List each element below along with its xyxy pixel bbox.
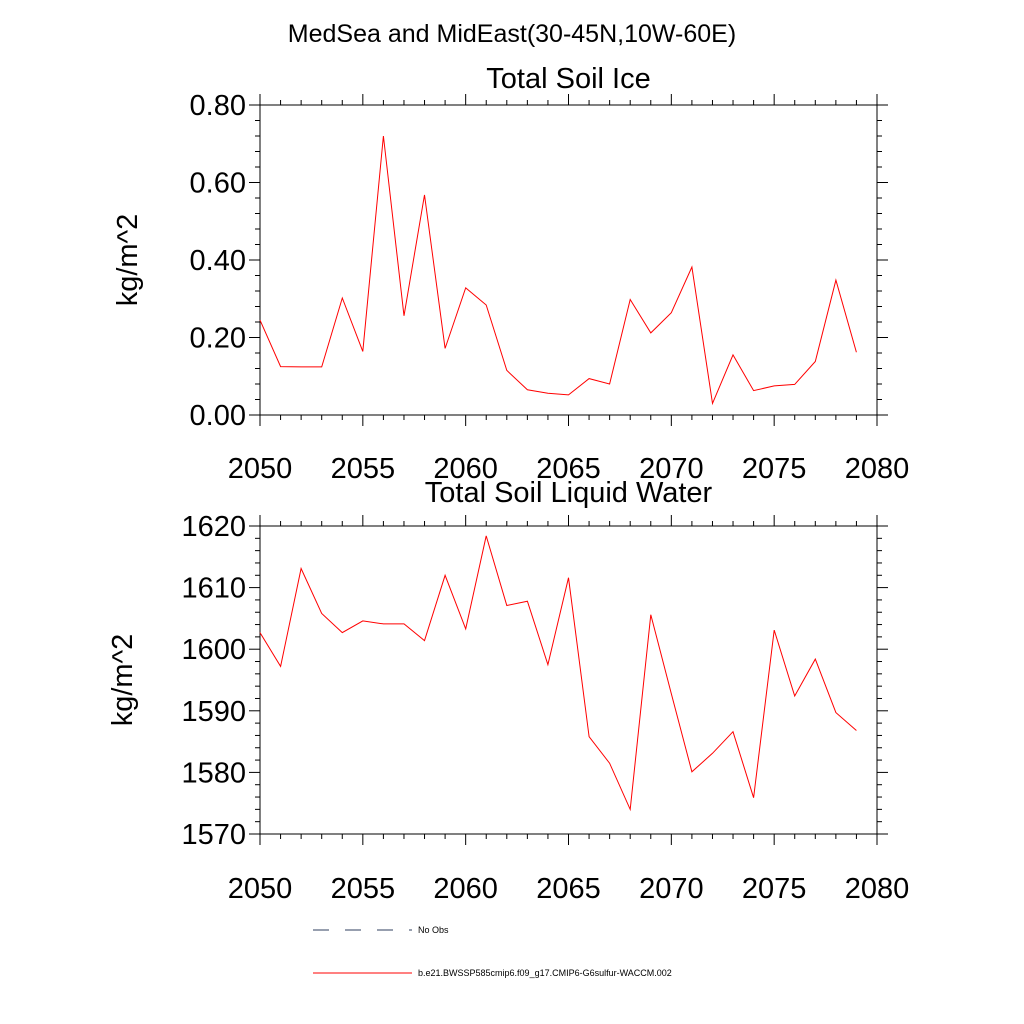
x-tick-label: 2065 xyxy=(536,873,601,905)
legend-label-no-obs: No Obs xyxy=(418,925,449,935)
x-tick-label: 2080 xyxy=(845,453,910,485)
x-tick-label: 2075 xyxy=(742,453,807,485)
y-tick-label: 1590 xyxy=(181,696,246,728)
legend-entry-model-run: b.e21.BWSSP585cmip6.f09_g17.CMIP6-G6sulf… xyxy=(313,968,672,978)
y-axis-label: kg/m^2 xyxy=(112,214,144,307)
y-tick-label: 0.60 xyxy=(190,168,246,200)
panel-total-soil-liquid-water: Total Soil Liquid Water kg/m^2 2050 2055 206… xyxy=(107,477,909,905)
legend-entry-no-obs: No Obs xyxy=(313,925,449,935)
y-tick-label: 1610 xyxy=(181,573,246,605)
y-tick-label: 0.20 xyxy=(190,323,246,355)
panel-total-soil-ice: Total Soil Ice kg/m^2 2050 2055 2060 2065 2070… xyxy=(112,63,909,485)
y-tick-label: 0.80 xyxy=(190,90,246,122)
x-tick-label: 2075 xyxy=(742,873,807,905)
plot-frame xyxy=(259,525,878,835)
x-tick-label: 2080 xyxy=(845,873,910,905)
y-tick-label: 1580 xyxy=(181,757,246,789)
x-tick-label: 2050 xyxy=(228,453,293,485)
y-tick-label: 0.40 xyxy=(190,245,246,277)
legend: No Obs b.e21.BWSSP585cmip6.f09_g17.CMIP6… xyxy=(313,925,672,978)
y-tick-label: 0.00 xyxy=(190,400,246,432)
legend-label-model-run: b.e21.BWSSP585cmip6.f09_g17.CMIP6-G6sulf… xyxy=(418,968,672,978)
y-tick-label: 1570 xyxy=(181,819,246,851)
chart-title: Total Soil Liquid Water xyxy=(425,477,713,509)
y-axis-label: kg/m^2 xyxy=(107,634,139,727)
x-tick-label: 2070 xyxy=(639,453,704,485)
region-title: MedSea and MidEast(30-45N,10W-60E) xyxy=(288,20,736,48)
plot-frame xyxy=(259,104,878,416)
x-tick-label: 2065 xyxy=(536,453,601,485)
x-tick-label: 2060 xyxy=(433,453,498,485)
x-tick-label: 2070 xyxy=(639,873,704,905)
x-tick-label: 2055 xyxy=(331,453,396,485)
series-line xyxy=(259,135,857,406)
chart-title: Total Soil Ice xyxy=(486,63,650,95)
series-line xyxy=(259,535,857,812)
y-tick-label: 1620 xyxy=(181,511,246,543)
y-tick-label: 1600 xyxy=(181,634,246,666)
x-tick-label: 2060 xyxy=(433,873,498,905)
x-tick-label: 2050 xyxy=(228,873,293,905)
x-tick-label: 2055 xyxy=(331,873,396,905)
